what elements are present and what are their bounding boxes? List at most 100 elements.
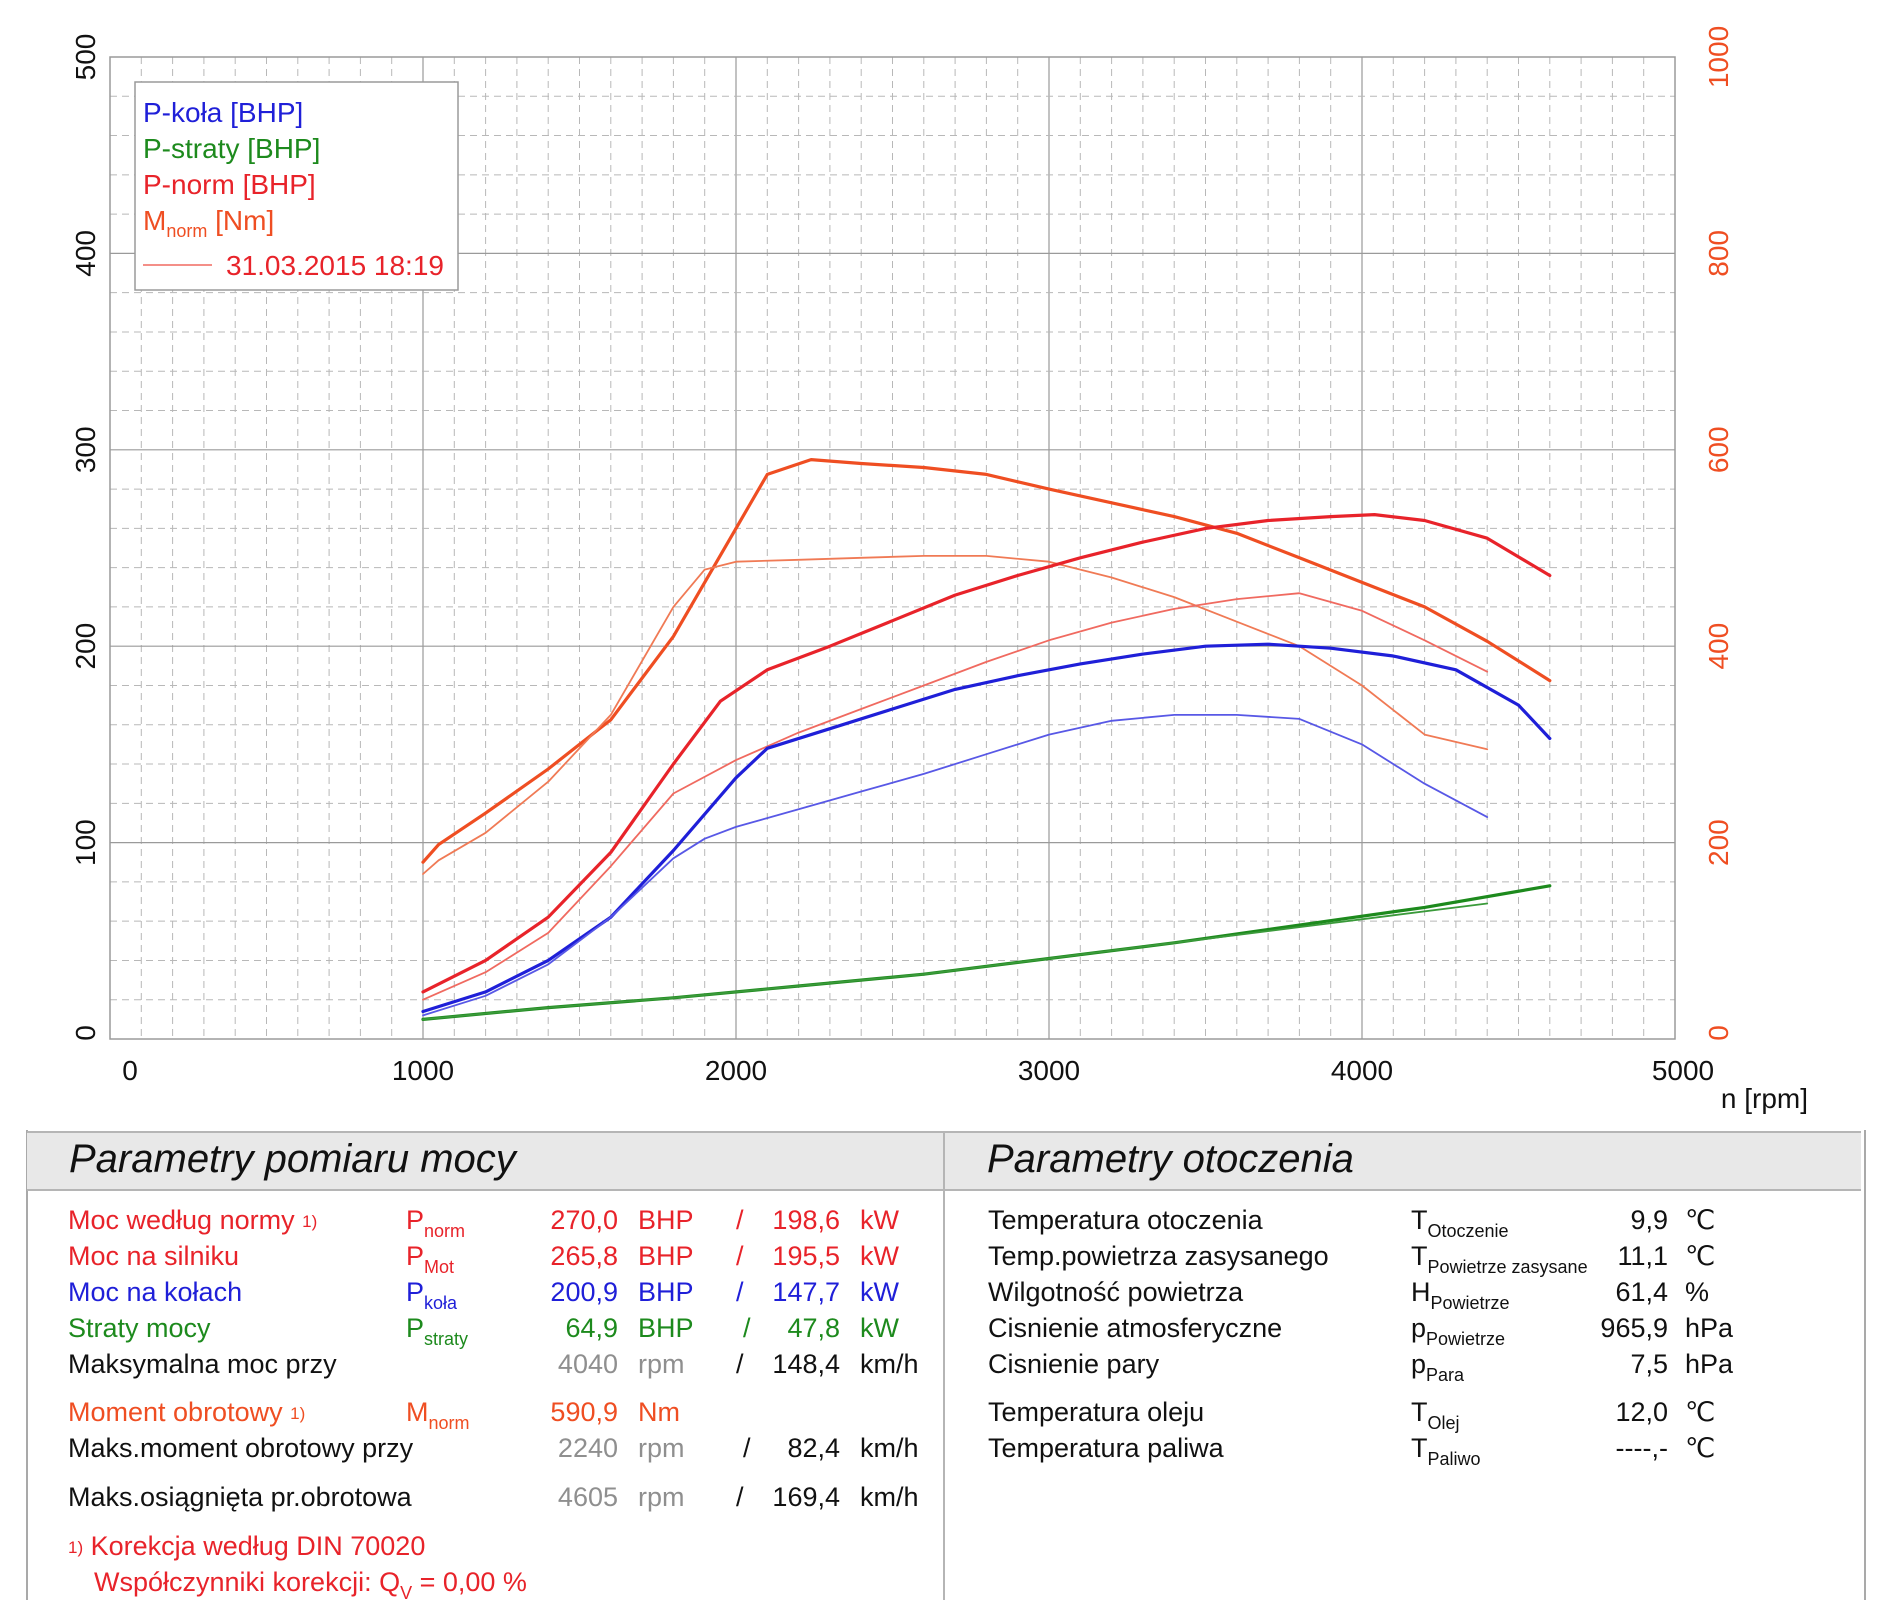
env-wilgotnosc-value: 61,4: [1615, 1277, 1668, 1307]
footnote-korekcja: 1) Korekcja według DIN 70020: [68, 1531, 426, 1561]
y-left-tick-label: 400: [70, 230, 101, 277]
row-moc-kolach-label: Moc na kołach: [68, 1277, 243, 1307]
row-moc-silniku-u2: kW: [860, 1241, 899, 1271]
row-moc-normy-symbol: Pnorm: [406, 1205, 466, 1241]
env-temp-oleju-symbol: TOlej: [1411, 1397, 1460, 1433]
row-moc-kolach-u2: kW: [860, 1277, 899, 1307]
env-temp-oleju-value: 12,0: [1615, 1397, 1668, 1427]
row-straty-v2: 47,8: [787, 1313, 840, 1343]
env-temp-paliwa-value: ----,-: [1615, 1433, 1668, 1463]
x-axis-ticks: 0 1000 2000 3000 4000 5000: [122, 1055, 1714, 1086]
row-moment-v1: 590,9: [550, 1397, 618, 1427]
y-left-tick-label: 500: [70, 34, 101, 81]
row-max-moc-u2: km/h: [860, 1349, 919, 1379]
env-temp-oleju-unit: ℃: [1685, 1397, 1716, 1427]
env-cisnienie-atm-unit: hPa: [1685, 1313, 1734, 1343]
series-torque-ref: [422, 555, 1489, 875]
series-pkola-main: [421, 642, 1552, 1014]
row-max-moment-slash: /: [743, 1433, 751, 1463]
dyno-chart: 0 1000 2000 3000 4000 5000 n [rpm] 0100200300…: [70, 26, 1808, 1114]
row-straty-slash: /: [743, 1313, 751, 1343]
footnote-wspolczynniki: Współczynniki korekcji: QV = 0,00 %: [94, 1567, 527, 1603]
y-left-tick-label: 100: [70, 819, 101, 866]
series-pkola-ref: [422, 714, 1489, 1017]
row-max-moc-u1: rpm: [638, 1349, 685, 1379]
y-right-tick-label: 600: [1703, 426, 1734, 473]
x-tick-label: 0: [122, 1055, 138, 1086]
env-cisnienie-atm-label: Cisnienie atmosferyczne: [988, 1313, 1283, 1343]
series-pnorm-main: [421, 512, 1552, 994]
env-temp-paliwa-label: Temperatura paliwa: [988, 1433, 1224, 1463]
row-moc-normy-label: Moc według normy 1): [68, 1205, 318, 1235]
x-tick-label: 2000: [705, 1055, 767, 1086]
row-straty-symbol: Pstraty: [406, 1313, 469, 1349]
y-left-tick-label: 200: [70, 623, 101, 670]
row-max-obrot-label: Maks.osiągnięta pr.obrotowa: [68, 1482, 412, 1512]
row-straty-u2: kW: [860, 1313, 899, 1343]
row-moc-normy-u2: kW: [860, 1205, 899, 1235]
row-moc-silniku-u1: BHP: [638, 1241, 694, 1271]
y-right-tick-label: 0: [1703, 1025, 1734, 1041]
row-max-moc-v1: 4040: [557, 1349, 618, 1379]
env-temp-paliwa-unit: ℃: [1685, 1433, 1716, 1463]
row-moc-silniku-slash: /: [736, 1241, 744, 1271]
row-moc-kolach-u1: BHP: [638, 1277, 694, 1307]
series-straty-ref: [422, 902, 1489, 1021]
env-wilgotnosc-symbol: HPowietrze: [1411, 1277, 1510, 1313]
legend-m-norm-unit: [Nm]: [207, 205, 274, 236]
env-temp-powietrza-label: Temp.powietrza zasysanego: [988, 1241, 1329, 1271]
x-tick-label: 5000: [1652, 1055, 1714, 1086]
row-max-moment-v1: 2240: [557, 1433, 618, 1463]
row-max-obrot-v1: 4605: [557, 1482, 618, 1512]
row-max-moc-label: Maksymalna moc przy: [68, 1349, 337, 1379]
row-moc-kolach-v2: 147,7: [772, 1277, 840, 1307]
row-max-obrot-u2: km/h: [860, 1482, 919, 1512]
env-wilgotnosc-label: Wilgotność powietrza: [988, 1277, 1244, 1307]
y-left-axis-ticks: 0 100 200 300 400 500: [70, 34, 101, 1041]
row-max-moment-label: Maks.moment obrotowy przy: [68, 1433, 414, 1463]
env-cisnienie-pary-label: Cisnienie pary: [988, 1349, 1160, 1379]
row-moc-normy-v2: 198,6: [772, 1205, 840, 1235]
env-cisnienie-pary-unit: hPa: [1685, 1349, 1734, 1379]
row-straty-u1: BHP: [638, 1313, 694, 1343]
x-tick-label: 4000: [1331, 1055, 1393, 1086]
row-moc-kolach-slash: /: [736, 1277, 744, 1307]
row-moc-normy-v1: 270,0: [550, 1205, 618, 1235]
row-max-moment-u1: rpm: [638, 1433, 685, 1463]
row-max-moment-v2: 82,4: [787, 1433, 840, 1463]
params-frame: [26, 1130, 1866, 1600]
env-cisnienie-atm-symbol: pPowietrze: [1411, 1313, 1506, 1349]
x-tick-label: 1000: [392, 1055, 454, 1086]
row-moment-u1: Nm: [638, 1397, 680, 1427]
params-left-header: Parametry pomiaru mocy: [27, 1131, 943, 1191]
plot-frame: [109, 56, 1676, 1040]
row-moc-kolach-v1: 200,9: [550, 1277, 618, 1307]
y-right-tick-label: 1000: [1703, 26, 1734, 88]
row-moc-silniku-v1: 265,8: [550, 1241, 618, 1271]
legend-entry-m-norm: Mnorm [Nm]: [143, 205, 274, 241]
chart-grid: [110, 57, 1675, 1039]
row-max-moc-v2: 148,4: [772, 1349, 840, 1379]
env-temp-powietrza-symbol: TPowietrze zasysane: [1411, 1241, 1588, 1277]
params-divider: [943, 1131, 945, 1600]
params-right-title: Parametry otoczenia: [987, 1137, 1354, 1181]
env-temp-oleju-label: Temperatura oleju: [988, 1397, 1205, 1427]
env-temp-otoczenia-unit: ℃: [1685, 1205, 1716, 1235]
row-moc-silniku-v2: 195,5: [772, 1241, 840, 1271]
y-left-tick-label: 300: [70, 426, 101, 473]
row-moc-normy-slash: /: [736, 1205, 744, 1235]
legend-entry-p-kola: P-koła [BHP]: [143, 97, 303, 128]
row-max-obrot-v2: 169,4: [772, 1482, 840, 1512]
env-cisnienie-pary-symbol: pPara: [1411, 1349, 1465, 1385]
row-max-obrot-u1: rpm: [638, 1482, 685, 1512]
y-right-tick-label: 800: [1703, 230, 1734, 277]
env-temp-otoczenia-label: Temperatura otoczenia: [988, 1205, 1263, 1235]
row-max-obrot-slash: /: [736, 1482, 744, 1512]
legend-box: [134, 81, 459, 291]
row-moc-silniku-label: Moc na silniku: [68, 1241, 240, 1271]
row-moc-silniku-symbol: PMot: [406, 1241, 455, 1277]
legend-entry-p-straty: P-straty [BHP]: [143, 133, 320, 164]
y-right-tick-label: 200: [1703, 819, 1734, 866]
y-right-tick-label: 400: [1703, 623, 1734, 670]
env-cisnienie-atm-value: 965,9: [1600, 1313, 1668, 1343]
